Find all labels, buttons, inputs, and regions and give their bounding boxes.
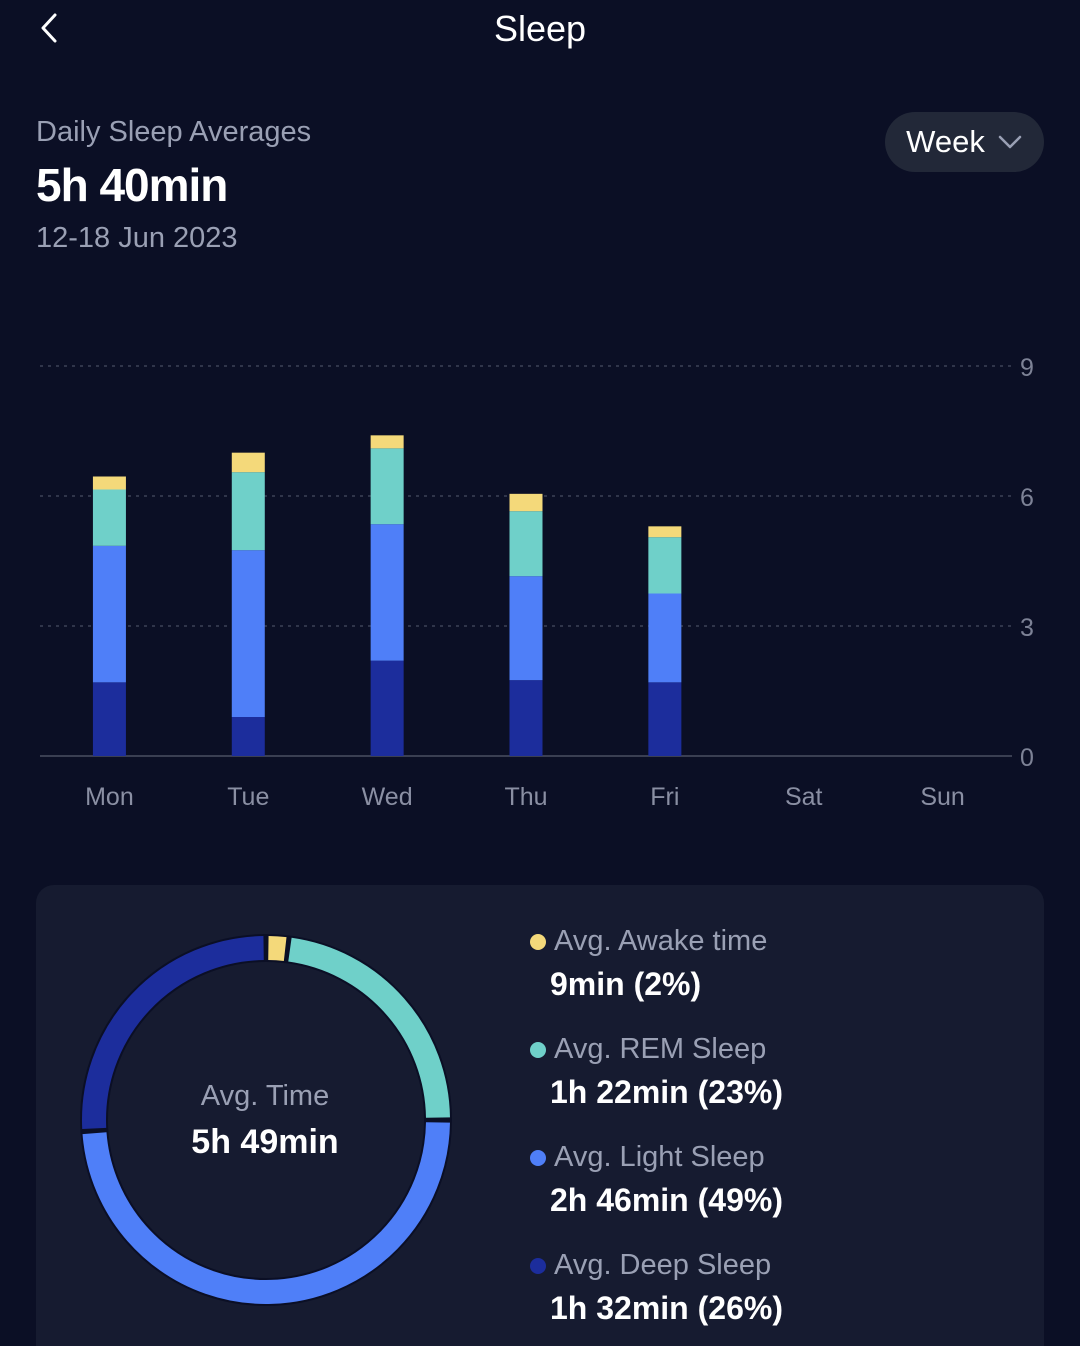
legend-value: 9min (2%) <box>550 966 702 1002</box>
date-range: 12-18 Jun 2023 <box>36 222 238 254</box>
bar-segment-deep[interactable] <box>231 717 265 756</box>
bar-segment-rem[interactable] <box>509 511 543 577</box>
legend-value: 1h 22min (23%) <box>550 1074 783 1110</box>
period-select-label: Week <box>906 124 985 159</box>
period-select[interactable]: Week <box>885 112 1044 172</box>
legend-row: Avg. Deep Sleep <box>530 1249 783 1282</box>
legend-value: 1h 32min (26%) <box>550 1290 783 1326</box>
legend-item-light: Avg. Light Sleep 2h 46min (49%) <box>530 1141 783 1249</box>
bar-segment-awake[interactable] <box>231 452 265 473</box>
x-tick-label: Fri <box>650 783 679 811</box>
bar-segment-rem[interactable] <box>648 537 682 594</box>
bar-segment-deep[interactable] <box>370 660 404 756</box>
bar-segment-deep[interactable] <box>648 682 682 756</box>
bar-segment-deep[interactable] <box>509 680 543 756</box>
bar-segment-light[interactable] <box>648 593 682 683</box>
donut-center-value: 5h 49min <box>191 1123 339 1161</box>
x-tick-label: Sat <box>785 783 823 811</box>
y-tick-label: 9 <box>1020 354 1034 382</box>
legend-dot-icon <box>530 1149 546 1166</box>
x-tick-label: Mon <box>85 783 134 811</box>
bar-segment-light[interactable] <box>231 550 265 717</box>
back-button[interactable] <box>24 6 76 50</box>
x-tick-label: Sun <box>920 783 964 811</box>
legend-item-awake: Avg. Awake time 9min (2%) <box>530 925 783 1033</box>
legend-dot-icon <box>530 933 546 950</box>
donut-segment-deep[interactable] <box>82 936 264 1129</box>
bar-segment-awake[interactable] <box>648 526 682 538</box>
page-title: Sleep <box>493 8 587 49</box>
x-tick-label: Tue <box>227 783 269 811</box>
y-tick-label: 6 <box>1020 484 1034 512</box>
legend-item-rem: Avg. REM Sleep 1h 22min (23%) <box>530 1033 783 1141</box>
x-tick-label: Thu <box>504 783 547 811</box>
legend-row: Avg. Light Sleep <box>530 1141 783 1174</box>
legend-dot-icon <box>530 1041 546 1058</box>
sleep-breakdown-card: Avg. Time 5h 49min Avg. Awake time 9min (… <box>36 885 1044 1346</box>
bar-segment-awake[interactable] <box>370 435 404 449</box>
donut-center: Avg. Time 5h 49min <box>80 1080 450 1162</box>
x-tick-label: Wed <box>362 783 413 811</box>
legend-label: Avg. Deep Sleep <box>554 1249 772 1281</box>
bar-segment-awake[interactable] <box>509 493 543 512</box>
bar-segment-light[interactable] <box>509 576 543 681</box>
y-tick-label: 3 <box>1020 614 1034 642</box>
bar-segment-light[interactable] <box>92 545 126 683</box>
y-tick-label: 0 <box>1020 744 1034 772</box>
chevron-down-icon <box>998 135 1022 149</box>
bar-segment-light[interactable] <box>370 524 404 661</box>
legend-label: Avg. Light Sleep <box>554 1141 765 1173</box>
donut-center-label: Avg. Time <box>200 1080 330 1112</box>
bar-segment-rem[interactable] <box>231 472 265 551</box>
chevron-left-icon <box>41 13 57 43</box>
legend-value: 2h 46min (49%) <box>550 1182 783 1218</box>
sleep-legend: Avg. Awake time 9min (2%) Avg. REM Sleep 1h… <box>530 925 783 1346</box>
sleep-donut-chart <box>80 934 452 1306</box>
bar-segment-rem[interactable] <box>92 489 126 546</box>
sleep-bar-chart: 0 3 6 9 Mon Tue Wed Thu Fri Sat Sun <box>40 354 1034 811</box>
legend-row: Avg. REM Sleep <box>530 1033 783 1066</box>
donut-segment-rem[interactable] <box>288 937 450 1118</box>
legend-label: Avg. REM Sleep <box>554 1033 767 1065</box>
donut-segment-awake[interactable] <box>268 936 287 962</box>
bar-segment-awake[interactable] <box>92 476 126 490</box>
summary-label: Daily Sleep Averages <box>36 116 312 148</box>
legend-row: Avg. Awake time <box>530 925 783 958</box>
legend-label: Avg. Awake time <box>554 925 768 957</box>
legend-dot-icon <box>530 1257 546 1274</box>
donut-segment-light[interactable] <box>82 1122 450 1304</box>
summary-value: 5h 40min <box>36 159 228 211</box>
bar-segment-deep[interactable] <box>92 682 126 756</box>
bar-segment-rem[interactable] <box>370 448 404 525</box>
legend-item-deep: Avg. Deep Sleep 1h 32min (26%) <box>530 1249 783 1346</box>
